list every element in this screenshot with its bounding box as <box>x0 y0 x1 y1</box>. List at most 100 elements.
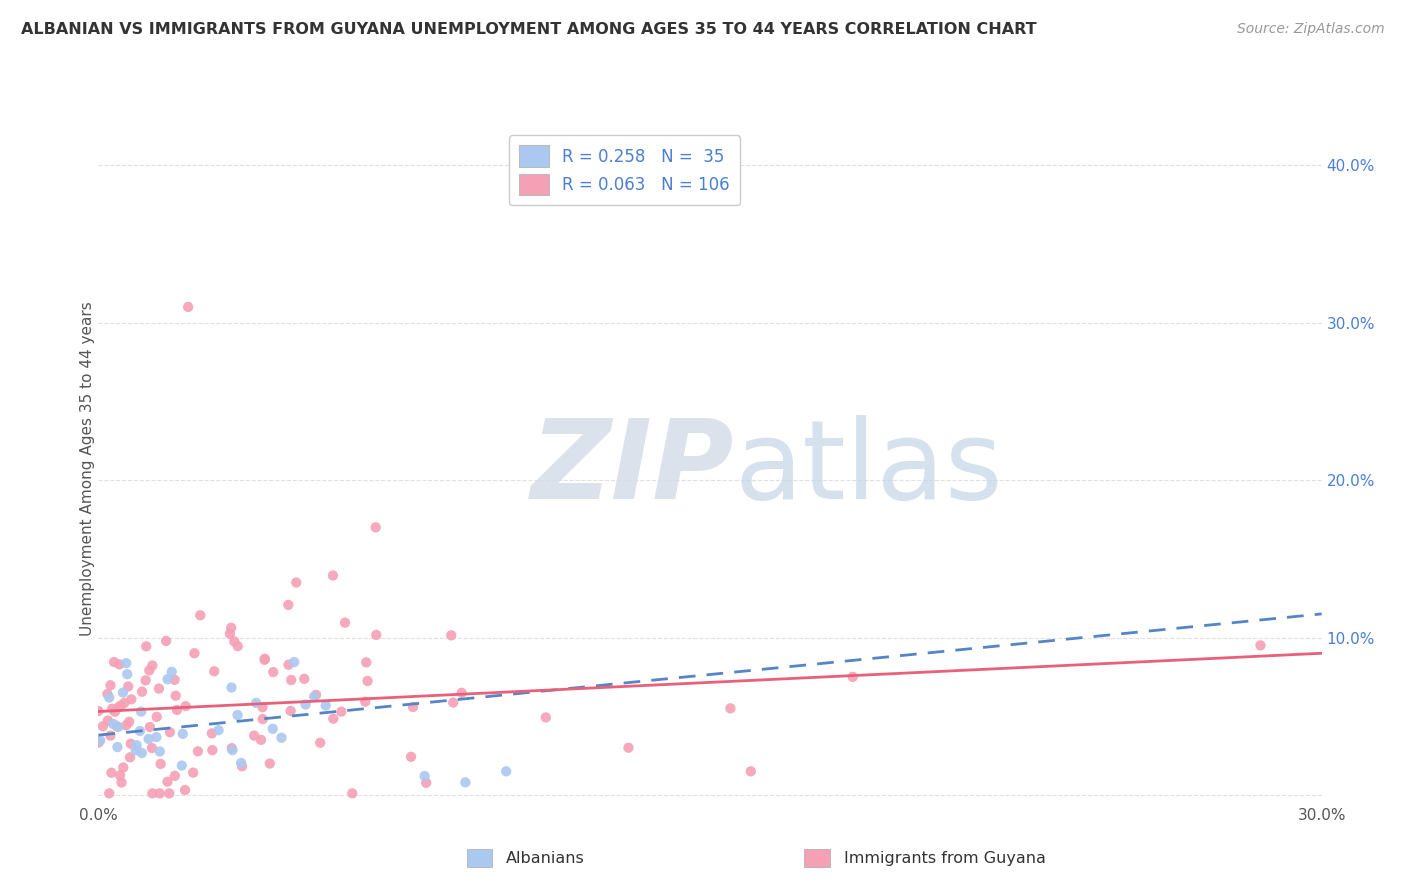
Text: Albanians: Albanians <box>506 852 585 866</box>
Point <box>174 783 197 797</box>
Point <box>292 672 315 686</box>
Point <box>259 756 281 771</box>
Point <box>366 628 388 642</box>
Point <box>187 744 209 758</box>
Point <box>155 634 177 648</box>
Point <box>108 700 131 714</box>
Point <box>131 746 153 760</box>
Point <box>131 684 153 698</box>
Text: Source: ZipAtlas.com: Source: ZipAtlas.com <box>1237 22 1385 37</box>
Point <box>354 695 377 709</box>
Point <box>262 722 284 736</box>
Point <box>219 627 242 641</box>
Point <box>141 786 163 800</box>
Point <box>107 740 129 755</box>
Point <box>221 743 243 757</box>
Point <box>342 786 364 800</box>
Point <box>163 769 186 783</box>
Point <box>202 665 225 679</box>
Point <box>141 658 163 673</box>
Point <box>111 685 134 699</box>
Text: ZIP: ZIP <box>531 415 734 522</box>
Point <box>231 759 253 773</box>
Point <box>163 673 186 687</box>
Point <box>207 723 229 738</box>
Point <box>183 646 205 660</box>
Point <box>135 640 157 654</box>
Point <box>617 740 640 755</box>
Point <box>356 673 378 688</box>
Point <box>333 615 356 630</box>
Point <box>160 665 183 679</box>
Point <box>96 687 118 701</box>
Point <box>302 690 325 704</box>
Point <box>253 652 276 666</box>
Point <box>149 786 172 800</box>
Point <box>139 720 162 734</box>
Point <box>135 673 157 688</box>
Point <box>87 704 110 718</box>
Point <box>243 729 266 743</box>
Point <box>170 758 193 772</box>
Point <box>322 712 344 726</box>
Point <box>112 760 135 774</box>
Text: atlas: atlas <box>734 415 1002 522</box>
Point <box>454 775 477 789</box>
Point <box>172 727 194 741</box>
Point <box>103 717 125 731</box>
Point <box>101 701 124 715</box>
Point <box>166 703 188 717</box>
Point <box>440 628 463 642</box>
Point <box>252 712 274 726</box>
Point <box>125 738 148 752</box>
Y-axis label: Unemployment Among Ages 35 to 44 years: Unemployment Among Ages 35 to 44 years <box>80 301 94 636</box>
Point <box>250 732 273 747</box>
Point <box>277 657 299 672</box>
Point <box>157 786 180 800</box>
Point <box>100 765 122 780</box>
Point <box>103 655 125 669</box>
Point <box>91 719 114 733</box>
Point <box>177 300 200 314</box>
Point <box>107 720 129 734</box>
Point <box>450 686 472 700</box>
Point <box>245 696 267 710</box>
Point <box>120 692 142 706</box>
Point <box>201 743 224 757</box>
Point <box>110 775 132 789</box>
Point <box>100 678 122 692</box>
Point <box>253 653 276 667</box>
Point <box>112 696 135 710</box>
Point <box>226 708 249 723</box>
Point <box>252 700 274 714</box>
Point <box>262 665 284 679</box>
Point <box>129 724 152 739</box>
Point <box>283 655 305 669</box>
Point <box>495 764 517 779</box>
Point <box>280 673 302 687</box>
Point <box>159 725 181 739</box>
Point <box>285 575 308 590</box>
Point <box>330 705 353 719</box>
Point <box>315 698 337 713</box>
Point <box>740 764 762 779</box>
Point <box>224 634 246 648</box>
Point <box>188 608 211 623</box>
Point <box>270 731 292 745</box>
Point <box>115 656 138 670</box>
Point <box>1249 639 1271 653</box>
Point <box>354 656 377 670</box>
Point <box>118 714 141 729</box>
Point <box>98 690 121 705</box>
Point <box>534 710 557 724</box>
Point <box>309 736 332 750</box>
Point <box>280 704 302 718</box>
Point <box>115 667 138 681</box>
Point <box>100 729 122 743</box>
Text: ALBANIAN VS IMMIGRANTS FROM GUYANA UNEMPLOYMENT AMONG AGES 35 TO 44 YEARS CORREL: ALBANIAN VS IMMIGRANTS FROM GUYANA UNEMP… <box>21 22 1036 37</box>
Point <box>221 681 243 695</box>
Text: Immigrants from Guyana: Immigrants from Guyana <box>844 852 1046 866</box>
Point <box>201 726 224 740</box>
Point <box>415 776 437 790</box>
Point <box>115 718 138 732</box>
